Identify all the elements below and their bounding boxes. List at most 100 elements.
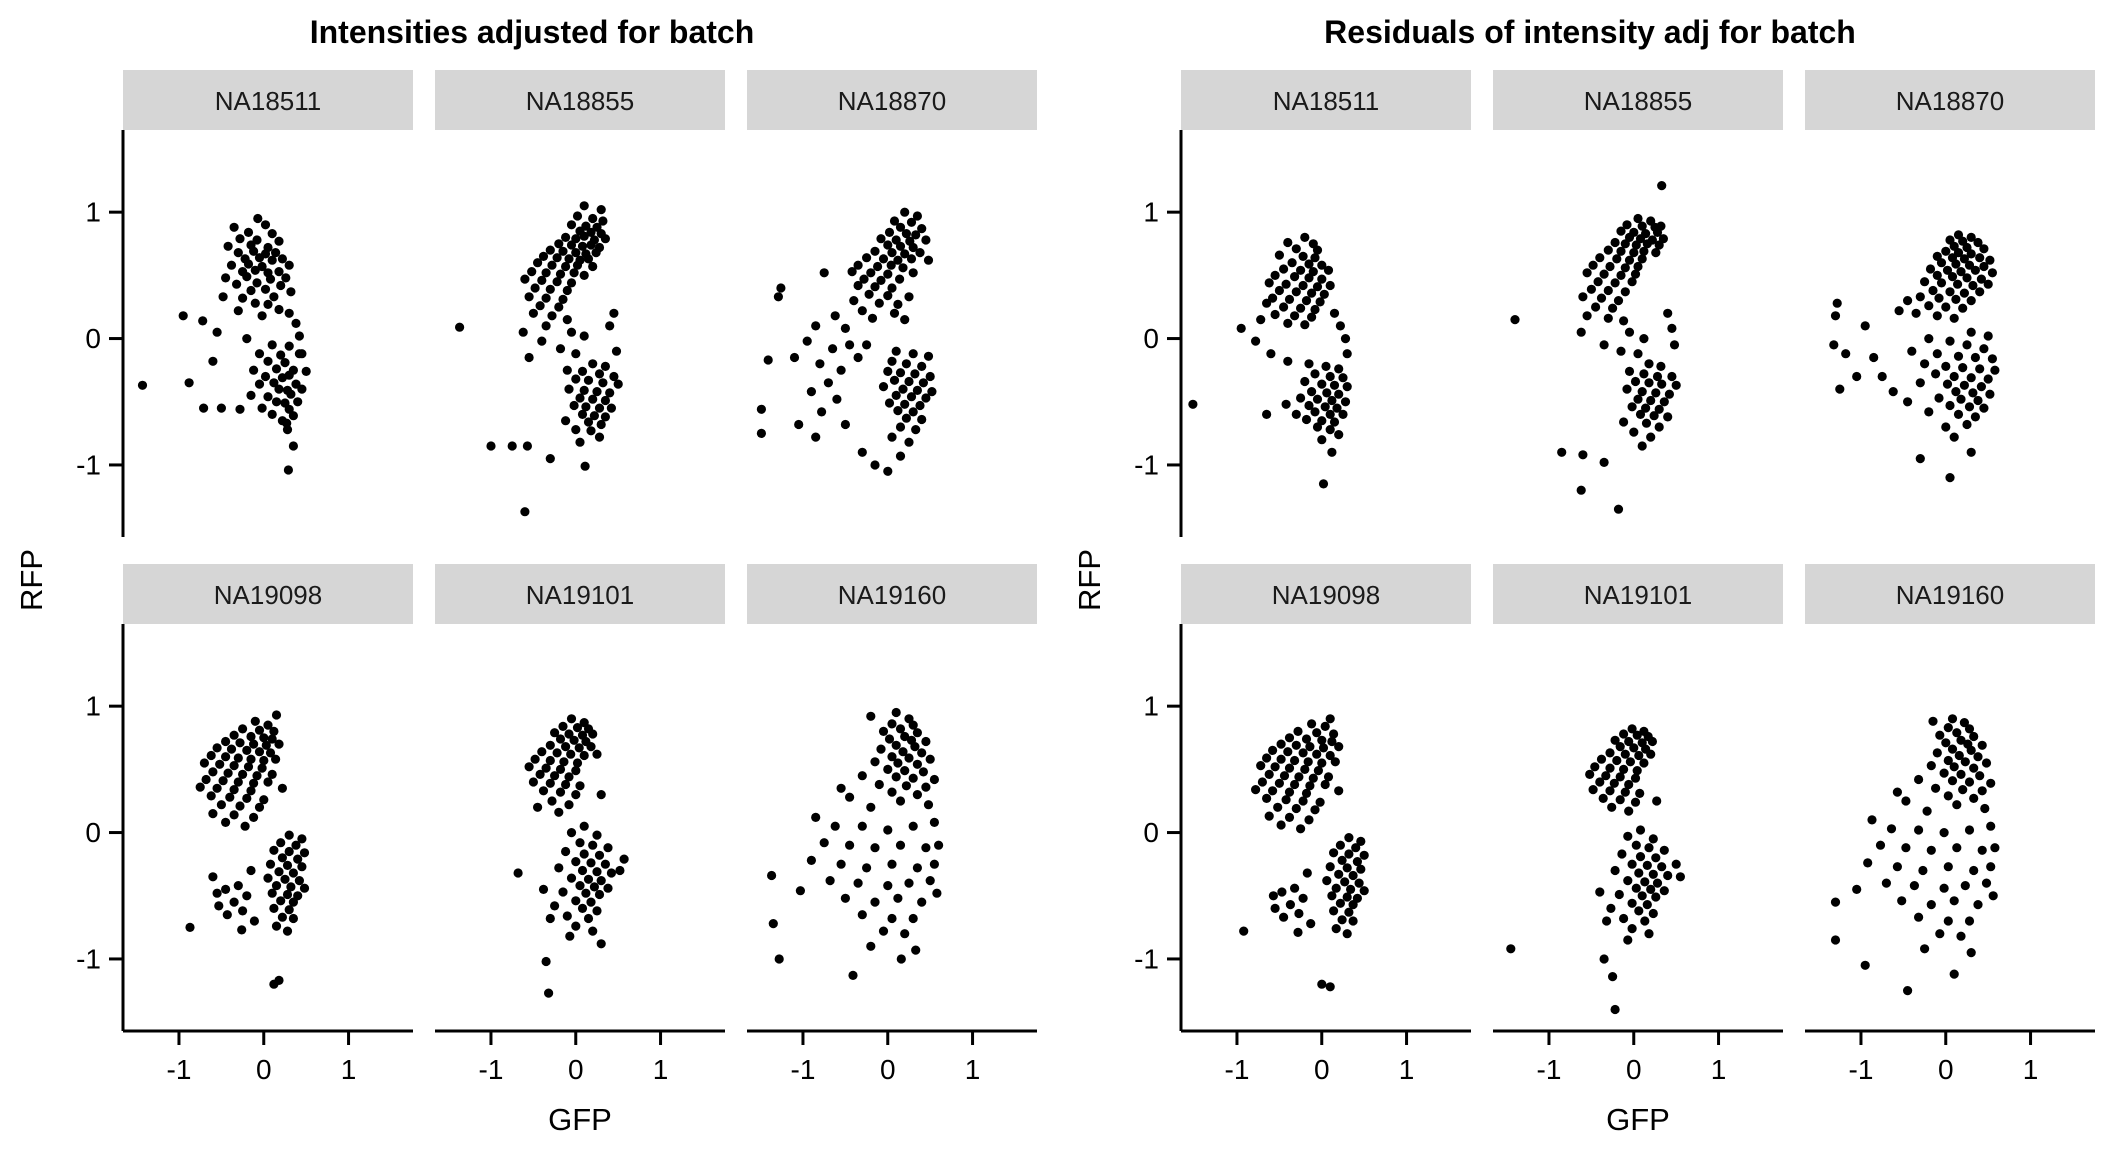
point <box>1969 865 1979 876</box>
point <box>572 723 583 733</box>
point <box>561 416 571 426</box>
point <box>1576 485 1586 495</box>
point <box>1652 796 1662 806</box>
point <box>1962 273 1972 283</box>
point <box>199 758 209 768</box>
facet-strip <box>1493 564 1783 624</box>
point <box>588 261 598 272</box>
point <box>541 293 551 303</box>
point <box>893 255 903 265</box>
y-axis-tick-label: 1 <box>1143 197 1159 228</box>
point <box>269 378 279 388</box>
point <box>811 432 821 442</box>
point <box>1962 340 1972 350</box>
point <box>554 863 564 873</box>
point <box>238 906 248 916</box>
point <box>1932 270 1942 280</box>
point <box>874 298 884 308</box>
point <box>1284 787 1295 797</box>
point <box>1257 777 1267 787</box>
point <box>1270 903 1280 914</box>
point <box>249 916 259 926</box>
point <box>1619 316 1629 326</box>
point <box>1276 739 1286 749</box>
point <box>1932 748 1942 758</box>
point <box>898 384 908 394</box>
point <box>592 867 602 877</box>
point <box>1936 278 1947 288</box>
point <box>527 267 537 277</box>
point <box>895 796 906 806</box>
point <box>486 441 496 451</box>
points-layer <box>1506 724 1685 1015</box>
point <box>1279 771 1290 781</box>
point <box>1279 264 1289 274</box>
point <box>1949 313 1959 323</box>
point <box>883 269 893 279</box>
point <box>912 728 923 738</box>
point <box>575 437 585 447</box>
point <box>756 404 767 414</box>
point <box>1342 892 1352 902</box>
point <box>1630 773 1641 783</box>
point <box>198 316 208 326</box>
point <box>1631 840 1641 850</box>
point <box>1615 772 1625 782</box>
point <box>1920 944 1930 954</box>
point <box>583 254 594 264</box>
point <box>267 229 277 239</box>
point <box>276 838 286 848</box>
point <box>1310 304 1320 315</box>
point <box>1633 213 1643 224</box>
point <box>223 768 233 778</box>
point <box>586 426 596 436</box>
point <box>1338 373 1348 383</box>
point <box>878 254 889 264</box>
point <box>545 740 555 750</box>
facet-grid-left: NA18511 1 0 -1 NA18855 NA18870 NA19098 1 0 -1 -1 0 1… <box>14 70 1037 1137</box>
point <box>900 249 910 259</box>
point <box>1346 884 1356 895</box>
point <box>1959 254 1969 264</box>
point <box>1293 726 1303 737</box>
point <box>915 248 925 258</box>
point <box>825 876 835 886</box>
point <box>1623 935 1633 945</box>
point <box>1320 779 1330 790</box>
point <box>925 876 935 886</box>
point <box>893 299 903 309</box>
point <box>1924 301 1934 311</box>
point <box>789 352 800 363</box>
point <box>1281 795 1291 805</box>
point <box>1627 859 1637 869</box>
point <box>1987 268 1997 278</box>
point <box>1914 825 1924 835</box>
point <box>1510 315 1520 325</box>
point <box>1300 232 1310 242</box>
point <box>541 321 551 331</box>
point <box>561 779 571 790</box>
point <box>261 740 271 750</box>
point <box>870 246 880 256</box>
point <box>572 758 583 768</box>
point <box>1664 389 1674 399</box>
point <box>828 344 838 354</box>
point <box>1654 422 1664 432</box>
point <box>288 411 298 421</box>
point <box>1960 757 1970 767</box>
point <box>596 419 606 430</box>
point <box>545 284 555 294</box>
point <box>1969 731 1979 742</box>
point <box>1340 397 1351 407</box>
point <box>1637 387 1647 397</box>
facet-panel-NA18855: NA18855 <box>435 70 725 517</box>
point <box>1970 412 1980 422</box>
point <box>596 876 606 886</box>
point <box>1881 878 1891 888</box>
point <box>564 800 574 810</box>
point <box>1627 724 1637 734</box>
point <box>1304 273 1314 283</box>
point <box>1291 287 1301 297</box>
point <box>1869 352 1879 363</box>
point <box>1633 261 1643 272</box>
